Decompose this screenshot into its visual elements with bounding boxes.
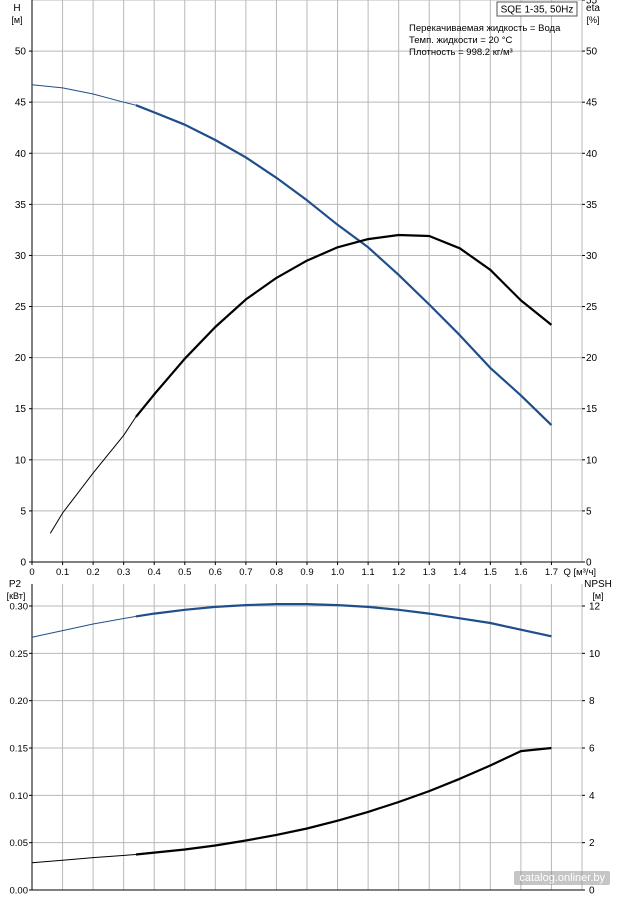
x-tick-label: 1.4 [453,567,466,578]
y-left-label: H [13,3,20,14]
y-right-tick-label: 35 [586,200,598,211]
x-tick-label: 0.9 [300,567,313,578]
y-right-tick-label: 50 [586,47,598,58]
y-right-tick-label: 10 [586,455,598,466]
x-tick-label: 0.7 [239,567,252,578]
npsh-curve-thin [31,854,136,864]
y-right-tick-label: 25 [586,302,598,313]
y-right-tick-label: 0 [589,886,595,897]
h-curve-thin [31,84,137,106]
p2-curve-thin [31,615,136,638]
y-left-tick-label: 40 [15,149,27,160]
p2-curve [135,603,552,638]
y-right-tick-label: 4 [589,791,595,802]
top-grid [32,0,583,562]
y-right-label: eta [586,3,600,14]
x-tick-label: 1.3 [423,567,436,578]
y-left-tick-label: 0.10 [10,791,29,802]
y-right-tick-label: 15 [586,404,598,415]
y-right-tick-label: 6 [589,744,595,755]
x-tick-label: 0.6 [209,567,222,578]
y-right-tick-label: 8 [589,696,595,707]
bottom-grid [32,584,583,890]
y-left-tick-label: 30 [15,251,27,262]
y-right-unit: [м] [592,591,603,601]
x-tick-label: 1.6 [514,567,527,578]
y-left-tick-label: 15 [15,404,27,415]
y-left-tick-label: 0.20 [10,696,29,707]
curves [31,84,553,864]
x-tick-label: 0.3 [117,567,130,578]
x-tick-label: 1.1 [362,567,375,578]
axes [29,0,585,891]
x-tick-label: 1.0 [331,567,344,578]
axis-labels: 0510152025303540455005101520253035404550… [7,0,612,897]
x-tick-label: 1.5 [484,567,497,578]
x-tick-label: 0.2 [87,567,100,578]
y-left-tick-label: 25 [15,302,27,313]
y-right-tick-label: 10 [589,649,601,660]
y-right-tick-label: 45 [586,98,598,109]
y-left-tick-label: 5 [20,506,26,517]
watermark: catalog.onliner.by [514,871,610,885]
y-left-tick-label: 10 [15,455,27,466]
y-right-tick-label: 5 [586,506,592,517]
y-left-tick-label: 0.05 [10,838,29,849]
y-right-tick-label: 40 [586,149,598,160]
x-axis-label: Q [м³/ч] [563,567,596,578]
x-tick-label: 0.8 [270,567,283,578]
x-tick-label: 1.7 [545,567,558,578]
y-left-label: P2 [9,579,22,590]
x-tick-label: 1.2 [392,567,405,578]
pump-label-box [496,1,578,17]
y-left-tick-label: 20 [15,353,27,364]
y-left-tick-label: 35 [15,200,27,211]
y-left-tick-label: 0 [20,558,26,569]
pump-label: SQE 1-35, 50Hz [501,5,574,16]
y-left-tick-label: 45 [15,98,27,109]
x-tick-label: 0.5 [178,567,191,578]
y-left-tick-label: 0.15 [10,744,29,755]
eta-curve [135,233,553,418]
y-right-unit: [%] [586,15,599,25]
y-left-tick-label: 0.00 [10,886,29,897]
npsh-curve [135,746,552,856]
y-right-label: NPSH [584,579,612,590]
y-right-tick-label: 2 [589,838,595,849]
x-tick-label: 0 [29,567,34,578]
y-left-tick-label: 0.30 [10,602,29,613]
condition-liquid: Перекачиваемая жидкость = Вода [409,23,561,34]
condition-density: Плотность = 998.2 кг/м³ [409,47,513,58]
y-left-tick-label: 0.25 [10,649,29,660]
y-right-tick-label: 0 [586,558,592,569]
eta-curve-thin [49,416,137,534]
y-left-unit: [кВт] [7,591,26,601]
y-right-tick-label: 12 [589,602,601,613]
y-right-tick-label: 30 [586,251,598,262]
y-left-tick-label: 50 [15,47,27,58]
condition-temperature: Темп. жидкости = 20 °C [409,35,512,46]
x-tick-label: 0.4 [148,567,161,578]
y-left-unit: [м] [11,15,22,25]
x-tick-label: 0.1 [56,567,69,578]
y-right-tick-label: 55 [586,0,598,7]
h-curve [135,104,553,426]
y-right-tick-label: 20 [586,353,598,364]
